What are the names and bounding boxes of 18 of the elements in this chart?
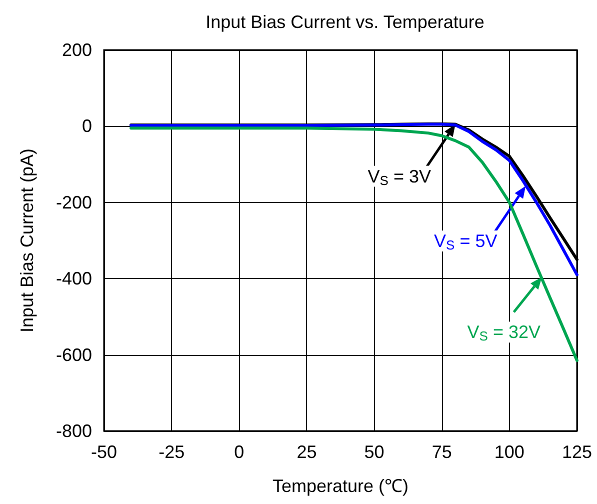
x-axis-title: Temperature (℃) <box>272 476 409 496</box>
x-tick-label: -25 <box>158 442 185 462</box>
x-tick-label: 25 <box>296 442 317 462</box>
y-tick-label: -800 <box>56 421 92 441</box>
line-series <box>130 126 578 362</box>
y-tick-label: -400 <box>56 268 92 289</box>
x-tick-label: 75 <box>432 442 452 462</box>
y-tick-label: 200 <box>62 40 92 60</box>
x-tick-label: 125 <box>562 442 592 462</box>
x-tick-label: 50 <box>364 442 384 462</box>
y-axis-title: Input Bias Current (pA) <box>17 148 37 333</box>
chart-title: Input Bias Current vs. Temperature <box>206 12 484 32</box>
y-tick-label: -200 <box>56 192 92 212</box>
x-tick-label: 0 <box>234 442 244 462</box>
x-tick-label: 100 <box>494 442 524 462</box>
y-tick-label: 0 <box>82 116 92 136</box>
y-tick-label: -600 <box>56 344 92 365</box>
x-tick-label: -50 <box>90 442 118 462</box>
